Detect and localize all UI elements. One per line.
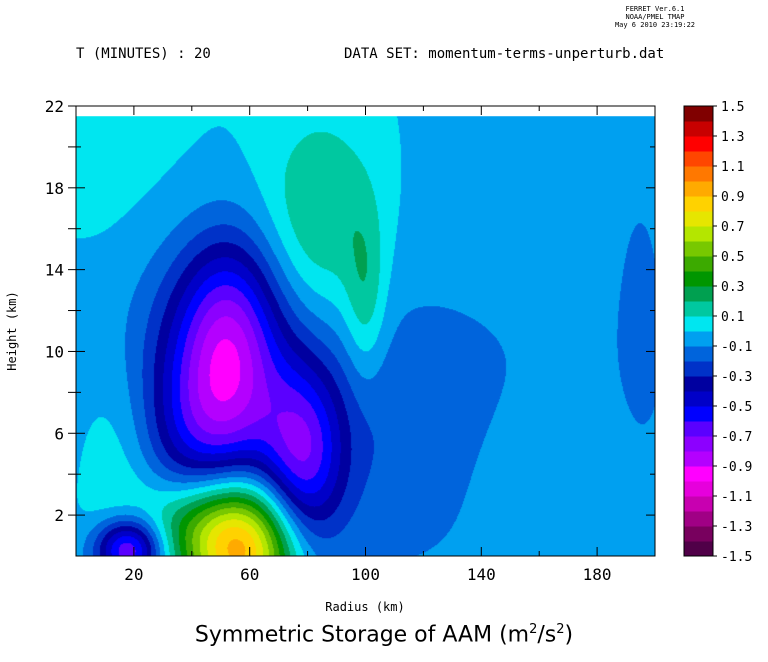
time-label: T (MINUTES) : 20 xyxy=(76,46,211,62)
colorbar-label: 1.3 xyxy=(721,130,744,145)
colorbar-swatch xyxy=(684,406,713,422)
colorbar-swatch xyxy=(684,346,713,362)
y-tick-label: 6 xyxy=(54,424,64,443)
colorbar-swatch xyxy=(684,211,713,227)
colorbar-swatch xyxy=(684,496,713,512)
colorbar: -1.5 -1.3 -1.1 -0.9 -0.7 -0.5 -0.3 -0.1 0.1 0.3 0.… xyxy=(683,100,752,565)
colorbar-label: 0.7 xyxy=(721,220,744,235)
title-sup-2: 2 xyxy=(556,622,565,637)
x-tick-label: 180 xyxy=(583,565,612,584)
colorbar-swatch xyxy=(684,226,713,242)
x-tick-label: 100 xyxy=(351,565,380,584)
dataset-label: DATA SET: momentum-terms-unperturb.dat xyxy=(344,46,665,62)
colorbar-swatch xyxy=(684,376,713,392)
colorbar-swatch xyxy=(684,151,713,167)
colorbar-label: -1.5 xyxy=(721,550,752,565)
colorbar-swatch xyxy=(684,391,713,407)
colorbar-label: -0.7 xyxy=(721,430,752,445)
colorbar-swatch xyxy=(684,121,713,137)
colorbar-swatch xyxy=(684,421,713,437)
colorbar-swatch xyxy=(684,106,713,122)
colorbar-frame xyxy=(683,105,714,557)
title-sup-1: 2 xyxy=(529,622,538,637)
y-tick-label: 10 xyxy=(45,342,64,361)
colorbar-swatch xyxy=(684,436,713,452)
colorbar-label: -0.9 xyxy=(721,460,752,475)
colorbar-swatch xyxy=(684,256,713,272)
y-tick-label: 2 xyxy=(54,506,64,525)
heatmap-field xyxy=(76,106,655,557)
colorbar-swatch xyxy=(684,196,713,212)
colorbar-label: -1.1 xyxy=(721,490,752,505)
ferret-stamp: FERRET Ver.6.1 NOAA/PMEL TMAP May 6 2010… xyxy=(600,5,710,29)
y-axis-label: Height (km) xyxy=(5,291,19,370)
y-tick-label: 14 xyxy=(45,261,64,280)
chart-title: Symmetric Storage of AAM (m2/s2) xyxy=(0,622,768,647)
colorbar-swatch xyxy=(684,166,713,182)
y-tick-label: 22 xyxy=(45,97,64,116)
colorbar-label: 1.5 xyxy=(721,100,744,115)
colorbar-swatch xyxy=(684,526,713,542)
colorbar-swatch xyxy=(684,301,713,317)
colorbar-label: 1.1 xyxy=(721,160,744,175)
title-end: ) xyxy=(564,622,574,648)
colorbar-swatch xyxy=(684,331,713,347)
colorbar-swatch xyxy=(684,511,713,527)
plot-axes: 20 60 100 140 180 2 6 10 14 18 22 xyxy=(45,97,656,584)
stamp-line-1: FERRET Ver.6.1 xyxy=(625,5,685,13)
colorbar-swatch xyxy=(684,481,713,497)
y-tick-label: 18 xyxy=(45,179,64,198)
colorbar-label: -0.3 xyxy=(721,370,752,385)
x-tick-label: 140 xyxy=(467,565,496,584)
x-axis-label: Radius (km) xyxy=(325,600,404,614)
title-mid: /s xyxy=(537,622,557,648)
colorbar-swatch xyxy=(684,451,713,467)
colorbar-swatch xyxy=(684,466,713,482)
colorbar-swatch xyxy=(684,286,713,302)
x-tick-label: 20 xyxy=(124,565,143,584)
colorbar-label: -0.1 xyxy=(721,340,752,355)
colorbar-label: -1.3 xyxy=(721,520,752,535)
colorbar-label: 0.9 xyxy=(721,190,744,205)
colorbar-swatch xyxy=(684,136,713,152)
colorbar-label: 0.3 xyxy=(721,280,744,295)
colorbar-swatch xyxy=(684,271,713,287)
colorbar-label: 0.1 xyxy=(721,310,744,325)
colorbar-swatch xyxy=(684,541,713,557)
x-tick-label: 60 xyxy=(240,565,259,584)
title-main: Symmetric Storage of AAM (m xyxy=(194,622,530,648)
stamp-line-2: NOAA/PMEL TMAP xyxy=(625,13,685,21)
colorbar-swatch xyxy=(684,241,713,257)
colorbar-swatch xyxy=(684,316,713,332)
colorbar-swatch xyxy=(684,361,713,377)
stamp-line-3: May 6 2010 23:19:22 xyxy=(614,21,696,29)
colorbar-swatch xyxy=(684,181,713,197)
heatmap-image xyxy=(76,116,655,557)
colorbar-label: -0.5 xyxy=(721,400,752,415)
colorbar-label: 0.5 xyxy=(721,250,744,265)
